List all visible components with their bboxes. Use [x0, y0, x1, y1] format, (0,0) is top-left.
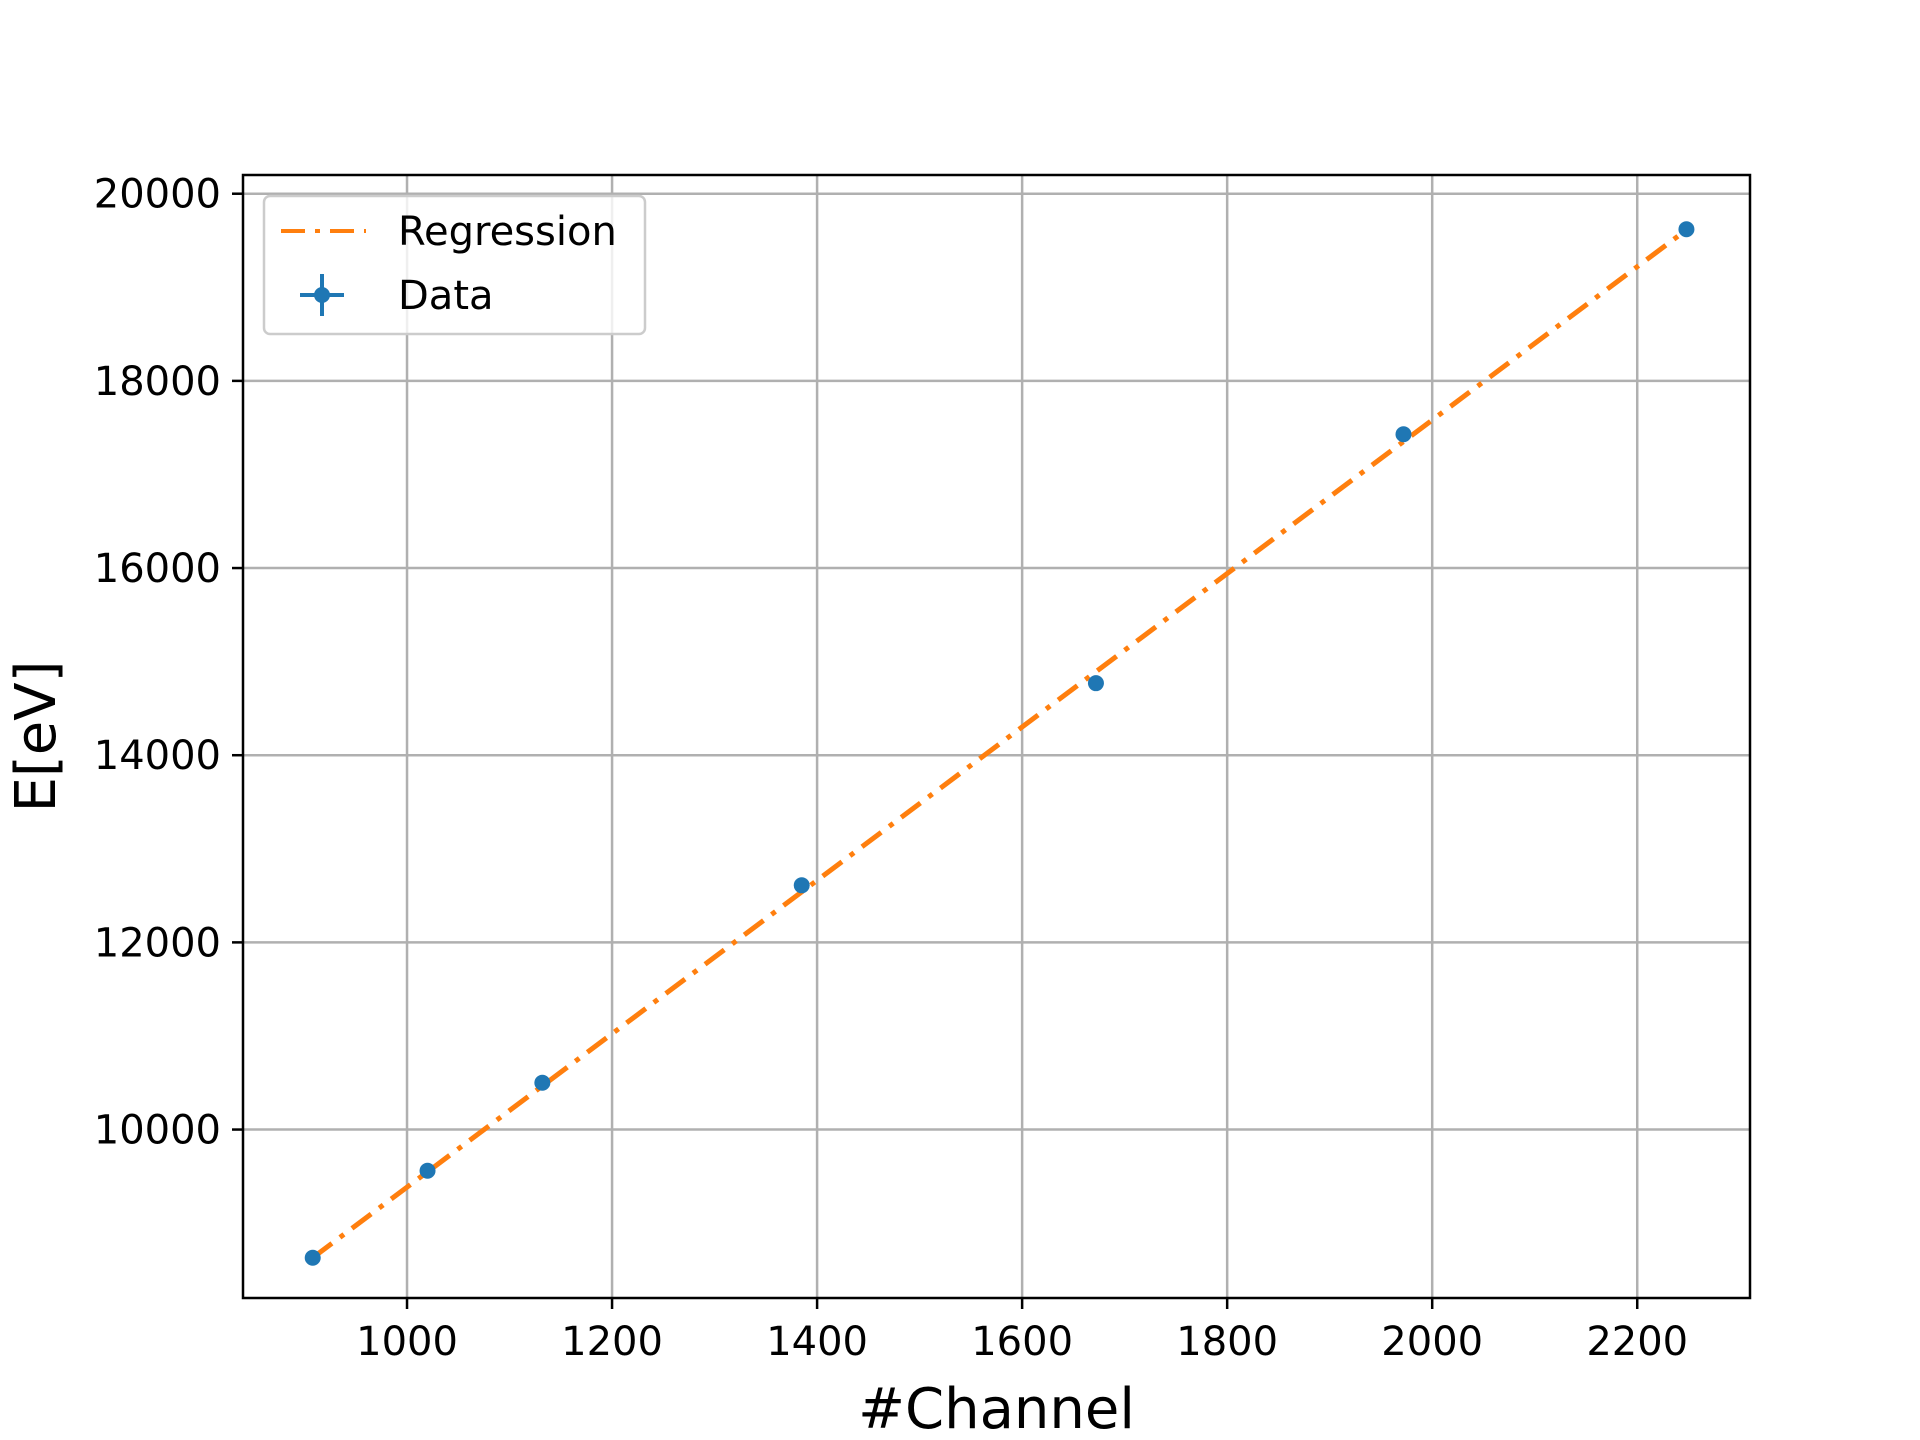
x-tick-label: 1600: [971, 1319, 1073, 1365]
legend-label-regression: Regression: [398, 209, 617, 255]
x-tick-label: 2200: [1586, 1319, 1688, 1365]
x-tick-label: 1400: [766, 1319, 868, 1365]
plot-series: [304, 221, 1695, 1266]
y-tick-label: 18000: [94, 359, 221, 405]
data-point: [1678, 221, 1695, 238]
grid: [243, 175, 1750, 1298]
x-tick-label: 1000: [356, 1319, 458, 1365]
y-tick-label: 14000: [94, 733, 221, 779]
data-point: [1395, 426, 1412, 443]
x-axis-title: #Channel: [858, 1377, 1135, 1440]
data-point: [419, 1162, 436, 1179]
data-point: [304, 1249, 321, 1266]
y-tick-label: 20000: [94, 172, 221, 218]
axis-ticks: 1000 1200 1400 1600 1800 2000 2200 10000 12000 14…: [94, 172, 1688, 1365]
x-tick-label: 1200: [561, 1319, 663, 1365]
plot-frame: [241, 173, 1752, 1300]
x-tick-label: 1800: [1176, 1319, 1278, 1365]
data-point: [793, 877, 810, 894]
data-point: [1087, 675, 1104, 692]
legend-box: [262, 194, 647, 336]
y-axis-title: E[eV]: [4, 661, 69, 813]
x-tick-label: 2000: [1381, 1319, 1483, 1365]
regression-line: [311, 226, 1690, 1260]
y-tick-label: 12000: [94, 920, 221, 966]
legend-label-data: Data: [398, 273, 494, 319]
legend-data-marker-icon: [314, 287, 330, 303]
data-point: [534, 1074, 551, 1091]
y-tick-label: 10000: [94, 1108, 221, 1154]
legend: Regression Data: [262, 194, 647, 336]
y-tick-label: 16000: [94, 546, 221, 592]
